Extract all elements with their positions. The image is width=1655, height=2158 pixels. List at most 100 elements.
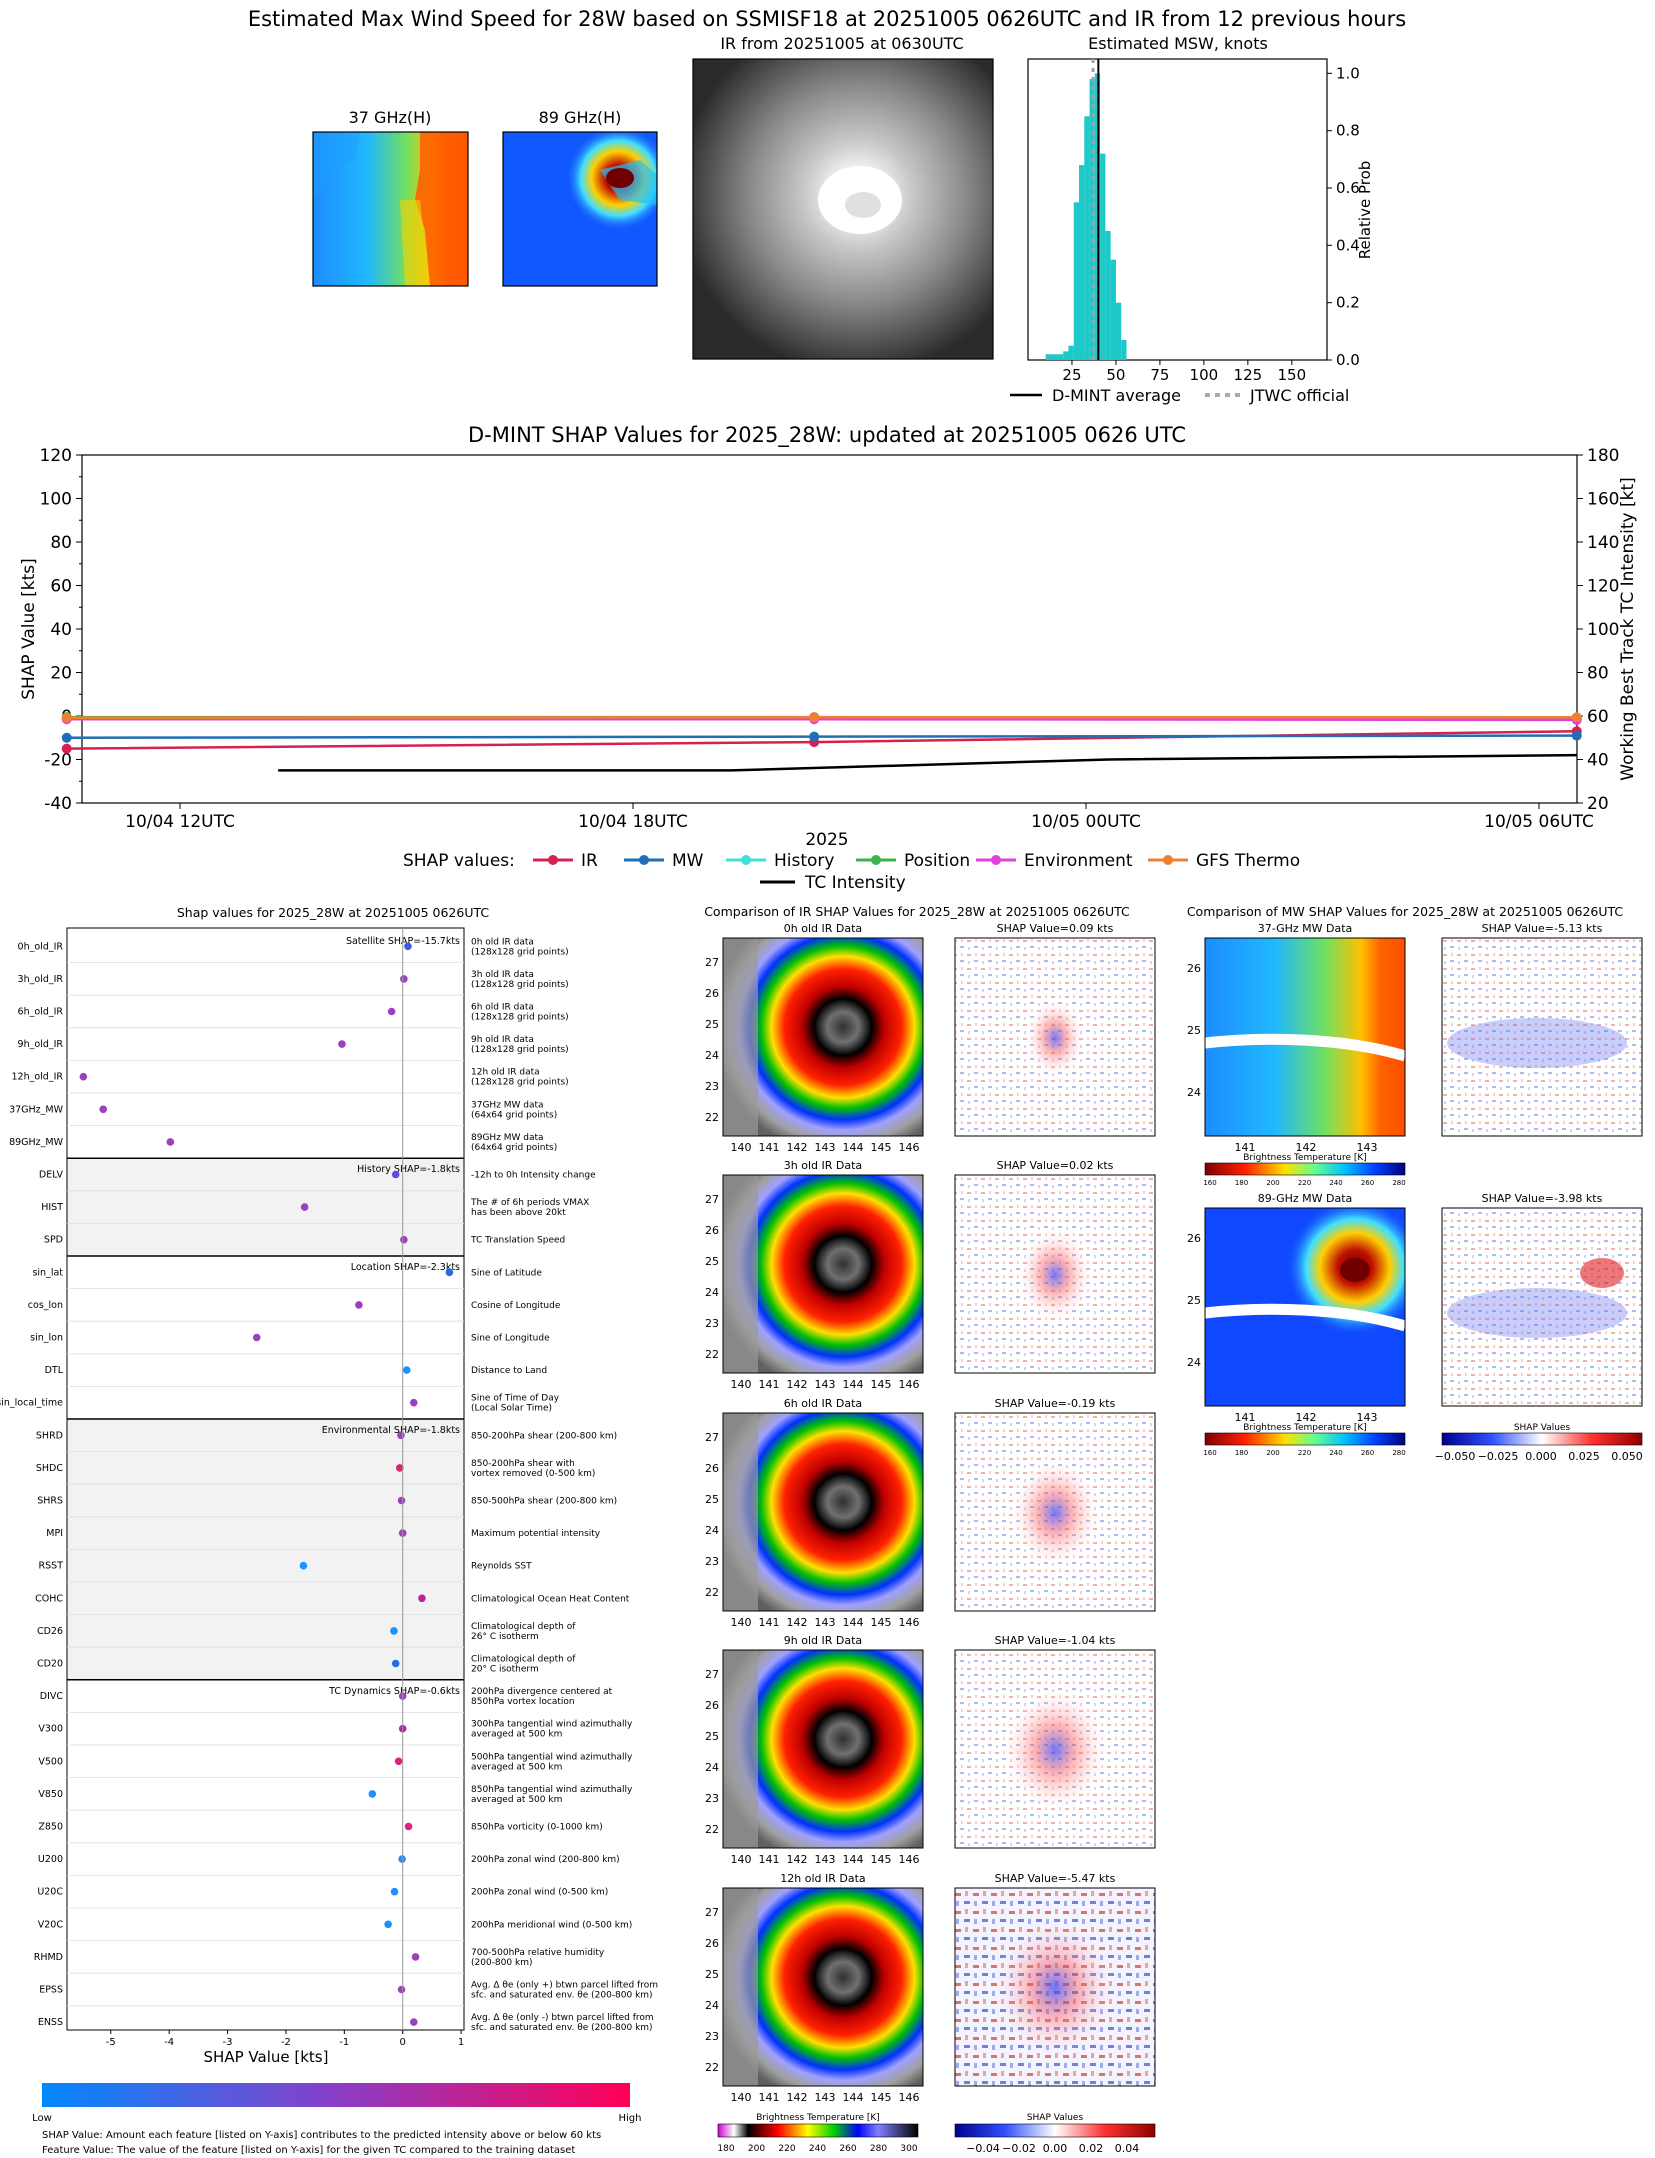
feature-desc-37GHz_MW: 37GHz MW data <box>471 1100 544 1110</box>
ts-ytick-right-label-8: 180 <box>1587 446 1619 466</box>
ir-shap-blob-1 <box>1017 1227 1093 1323</box>
ir-lon-tick: 145 <box>871 1378 892 1391</box>
ir-shap-cbar-tick: 0.02 <box>1079 2142 1104 2155</box>
feature-point-9h_old_IR <box>338 1040 346 1048</box>
feature-desc-3h_old_IR: 3h old IR data <box>471 970 534 980</box>
hist-xtick-label-1: 50 <box>1106 366 1125 384</box>
shap-summary-title: Shap values for 2025_28W at 20251005 062… <box>177 905 490 920</box>
ir-panel-bg-1 <box>723 1175 758 1373</box>
ir-shap-cbar-tick: −0.04 <box>966 2142 1000 2155</box>
feature-desc-6h_old_IR: 6h old IR data <box>471 1003 534 1013</box>
mw-lat-tick: 25 <box>1187 1294 1201 1307</box>
ts-ytick-label-4: 40 <box>50 620 72 640</box>
mw-colorbar-0 <box>1204 1162 1406 1176</box>
ir-panel-frame-1 <box>722 1174 924 1374</box>
mw-cbar-tick: 280 <box>1392 1179 1405 1187</box>
ir-colorbar-ticks: 180 200 220 240 260 280 300 <box>717 2144 917 2154</box>
feature-desc-RHMD: (200-800 km) <box>471 1958 532 1968</box>
legend-marker <box>548 855 558 865</box>
mw-panel-frame-0 <box>1204 937 1406 1137</box>
mw-shap-cbar-tick: 0.025 <box>1568 1450 1600 1463</box>
feature-plot-frame <box>66 927 465 2031</box>
series-line-mw <box>66 734 1577 739</box>
feature-xtick-label-0: -5 <box>106 2037 116 2048</box>
ir-lon-tick: 141 <box>759 1141 780 1154</box>
ir-lon-tick: 144 <box>843 1378 864 1391</box>
legend-marker <box>639 855 649 865</box>
timeseries-legend: IR MW History Position Environment GFS Thermo… <box>533 851 1300 893</box>
series-point-mw <box>61 732 72 743</box>
feature-name-V300: V300 <box>38 1724 63 1735</box>
mw-cbar-tick: 220 <box>1298 1449 1311 1457</box>
series-point-gfs-thermo <box>1571 712 1582 723</box>
ir-lon-tick: 146 <box>899 1141 920 1154</box>
mw-cbar-tick: 220 <box>1298 1179 1311 1187</box>
ir-shap-title-2: SHAP Value=-0.19 kts <box>995 1397 1116 1410</box>
histogram-ylabel: Relative Prob <box>1356 161 1374 260</box>
ir-lon-tick: 140 <box>731 1141 752 1154</box>
ir-lat-tick: 23 <box>705 1555 719 1568</box>
ir-comparison-title: Comparison of IR SHAP Values for 2025_28… <box>704 904 1130 919</box>
feature-point-89GHz_MW <box>166 1138 175 1146</box>
legend-label-tc-intensity: TC Intensity <box>804 873 906 893</box>
ir-panel-title-2: 6h old IR Data <box>784 1397 862 1410</box>
feature-name-SPD: SPD <box>44 1235 63 1246</box>
feature-desc-9h_old_IR: 9h old IR data <box>471 1035 534 1045</box>
histogram-axes: 25 50 75 100 125 150 0.0 0.2 0.4 0.6 0.8 1.0 <box>1062 64 1359 384</box>
mw89-image <box>502 131 658 287</box>
mw-lat-tick: 24 <box>1187 1086 1201 1099</box>
ts-ytick-right-label-4: 100 <box>1587 620 1619 640</box>
feature-desc-COHC: Climatological Ocean Heat Content <box>471 1594 630 1604</box>
feature-name-CD26: CD26 <box>37 1626 63 1637</box>
ir-colorbar-label: Brightness Temperature [K] <box>756 2113 880 2123</box>
feature-desc-0h_old_IR: (128x128 grid points) <box>471 947 569 957</box>
ir-lon-tick: 143 <box>815 1853 836 1866</box>
feature-desc-12h_old_IR: (128x128 grid points) <box>471 1078 569 1088</box>
feature-desc-37GHz_MW: (64x64 grid points) <box>471 1110 557 1120</box>
ts-ytick-label-5: 60 <box>50 577 72 597</box>
mw-lon-tick: 142 <box>1296 1411 1317 1424</box>
mw-cbar-tick: 280 <box>1392 1449 1405 1457</box>
legend-label-ir: IR <box>581 851 598 871</box>
ir-lat-tick: 27 <box>705 956 719 969</box>
ir-shap-title-3: SHAP Value=-1.04 kts <box>995 1634 1116 1647</box>
feature-name-Z850: Z850 <box>38 1822 63 1833</box>
series-point-gfs-thermo <box>61 712 72 723</box>
feature-desc-V850: 850hPa tangential wind azimuthally <box>471 1785 633 1795</box>
feature-name-RSST: RSST <box>39 1561 64 1572</box>
hist-bar-2 <box>1068 345 1074 360</box>
hist-bar-5 <box>1084 116 1090 360</box>
ts-ytick-right-label-5: 120 <box>1587 577 1619 597</box>
feature-point-37GHz_MW <box>99 1105 107 1114</box>
ts-ytick-right-label-7: 160 <box>1587 490 1619 510</box>
feature-name-U200: U200 <box>38 1854 63 1865</box>
hist-xtick-label-3: 100 <box>1190 366 1219 384</box>
feature-desc-Z850: 850hPa vorticity (0-1000 km) <box>471 1823 603 1833</box>
hist-bar-4 <box>1079 165 1085 360</box>
mw-shap-image-1 <box>1442 1208 1642 1406</box>
ir-lon-tick: 145 <box>871 1853 892 1866</box>
ir-lon-tick: 143 <box>815 1378 836 1391</box>
feature-desc-U20C: 200hPa zonal wind (0-500 km) <box>471 1888 608 1898</box>
feature-name-cos_lon: cos_lon <box>28 1300 63 1311</box>
hist-ytick-label-3: 0.6 <box>1336 179 1360 197</box>
mw-shap-cbar-tick: 0.050 <box>1611 1450 1643 1463</box>
legend-label-mw: MW <box>672 851 704 871</box>
ir-lat-tick: 25 <box>705 1255 719 1268</box>
ir-image <box>692 58 994 360</box>
feature-name-9h_old_IR: 9h_old_IR <box>18 1039 64 1050</box>
mw-shap-image-0 <box>1442 938 1642 1136</box>
mw-lat-tick: 25 <box>1187 1024 1201 1037</box>
feature-group-label: TC Dynamics SHAP=-0.6kts <box>328 1686 460 1697</box>
ir-lat-tick: 25 <box>705 1018 719 1031</box>
feature-desc-SHRS: 850-500hPa shear (200-800 km) <box>471 1497 617 1507</box>
feature-desc-U200: 200hPa zonal wind (200-800 km) <box>471 1855 620 1865</box>
feature-desc-3h_old_IR: (128x128 grid points) <box>471 980 569 990</box>
ts-ytick-right-label-3: 80 <box>1587 664 1609 684</box>
mw-lon-tick: 143 <box>1357 1141 1378 1154</box>
feature-name-EPSS: EPSS <box>39 1985 63 1996</box>
feature-point-V850 <box>368 1790 377 1798</box>
feature-point-COHC <box>418 1594 426 1603</box>
ir-cbar-tick: 280 <box>870 2144 887 2154</box>
mw-shap-cbar-tick: −0.050 <box>1435 1450 1476 1463</box>
